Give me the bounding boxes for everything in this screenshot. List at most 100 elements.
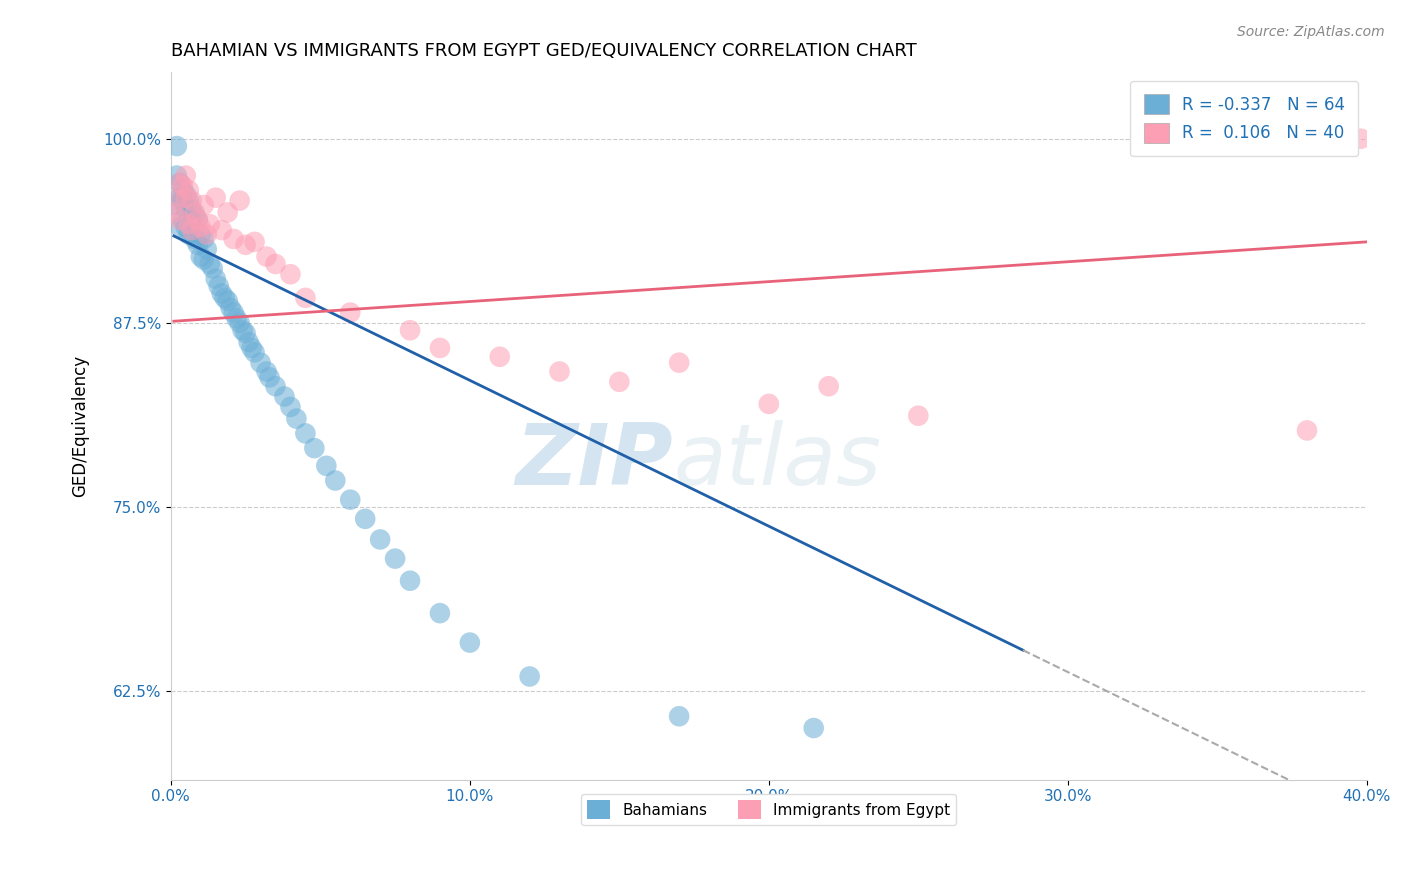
Point xyxy=(187,237,209,252)
Point xyxy=(193,232,215,246)
Point xyxy=(187,212,209,227)
Point xyxy=(174,187,197,202)
Point xyxy=(399,574,422,588)
Point xyxy=(240,341,263,355)
Point xyxy=(174,169,197,183)
Point xyxy=(1350,132,1372,146)
Point xyxy=(184,232,207,246)
Point xyxy=(204,191,226,205)
Point xyxy=(193,252,215,267)
Point xyxy=(169,212,191,227)
Point xyxy=(458,635,481,649)
Point xyxy=(211,223,233,237)
Point xyxy=(174,202,197,217)
Point xyxy=(190,227,212,242)
Point xyxy=(219,301,242,315)
Text: atlas: atlas xyxy=(673,420,882,503)
Point xyxy=(195,227,218,242)
Point xyxy=(429,341,451,355)
Point xyxy=(354,512,377,526)
Y-axis label: GED/Equivalency: GED/Equivalency xyxy=(72,355,89,497)
Point xyxy=(180,202,202,217)
Point xyxy=(668,709,690,723)
Point xyxy=(758,397,780,411)
Point xyxy=(166,139,188,153)
Point xyxy=(214,291,236,305)
Point xyxy=(166,194,188,208)
Point xyxy=(169,191,191,205)
Point xyxy=(172,212,194,227)
Point xyxy=(180,194,202,208)
Point xyxy=(238,334,260,349)
Point xyxy=(228,316,250,330)
Text: Source: ZipAtlas.com: Source: ZipAtlas.com xyxy=(1237,25,1385,39)
Point xyxy=(548,364,571,378)
Point xyxy=(177,194,200,208)
Point xyxy=(243,345,266,359)
Point xyxy=(177,212,200,227)
Point xyxy=(339,492,361,507)
Point xyxy=(256,364,278,378)
Point xyxy=(368,533,391,547)
Point xyxy=(273,390,295,404)
Point xyxy=(294,426,316,441)
Point xyxy=(235,237,257,252)
Point xyxy=(256,250,278,264)
Point xyxy=(399,323,422,337)
Point xyxy=(174,191,197,205)
Point xyxy=(259,370,281,384)
Point xyxy=(187,212,209,227)
Point xyxy=(180,223,202,237)
Point xyxy=(1296,424,1319,438)
Point xyxy=(668,356,690,370)
Point xyxy=(201,261,224,276)
Point xyxy=(243,235,266,249)
Point xyxy=(163,198,186,212)
Text: BAHAMIAN VS IMMIGRANTS FROM EGYPT GED/EQUIVALENCY CORRELATION CHART: BAHAMIAN VS IMMIGRANTS FROM EGYPT GED/EQ… xyxy=(172,42,917,60)
Point xyxy=(184,208,207,222)
Point xyxy=(163,205,186,219)
Point xyxy=(280,267,302,281)
Point xyxy=(190,250,212,264)
Point xyxy=(208,279,231,293)
Point xyxy=(235,326,257,341)
Point xyxy=(193,198,215,212)
Point xyxy=(285,411,308,425)
Point xyxy=(190,220,212,235)
Point xyxy=(169,220,191,235)
Legend: Bahamians, Immigrants from Egypt: Bahamians, Immigrants from Egypt xyxy=(581,794,956,825)
Point xyxy=(280,400,302,414)
Point xyxy=(384,551,406,566)
Point xyxy=(323,474,346,488)
Point xyxy=(222,232,245,246)
Point xyxy=(264,379,287,393)
Point xyxy=(607,375,630,389)
Point xyxy=(169,176,191,190)
Point xyxy=(177,183,200,197)
Point xyxy=(195,242,218,256)
Point xyxy=(204,271,226,285)
Point xyxy=(166,169,188,183)
Point xyxy=(211,286,233,301)
Point xyxy=(339,305,361,319)
Point xyxy=(184,205,207,219)
Point xyxy=(180,217,202,231)
Point xyxy=(803,721,825,735)
Point xyxy=(169,176,191,190)
Point xyxy=(225,311,247,326)
Point xyxy=(228,194,250,208)
Point xyxy=(817,379,839,393)
Point xyxy=(172,183,194,197)
Point xyxy=(907,409,929,423)
Point xyxy=(172,178,194,193)
Point xyxy=(198,257,221,271)
Point xyxy=(177,227,200,242)
Point xyxy=(294,291,316,305)
Point xyxy=(180,227,202,242)
Point xyxy=(232,323,254,337)
Point xyxy=(304,441,326,455)
Point xyxy=(172,194,194,208)
Point xyxy=(217,293,239,308)
Point xyxy=(249,356,271,370)
Point xyxy=(174,220,197,235)
